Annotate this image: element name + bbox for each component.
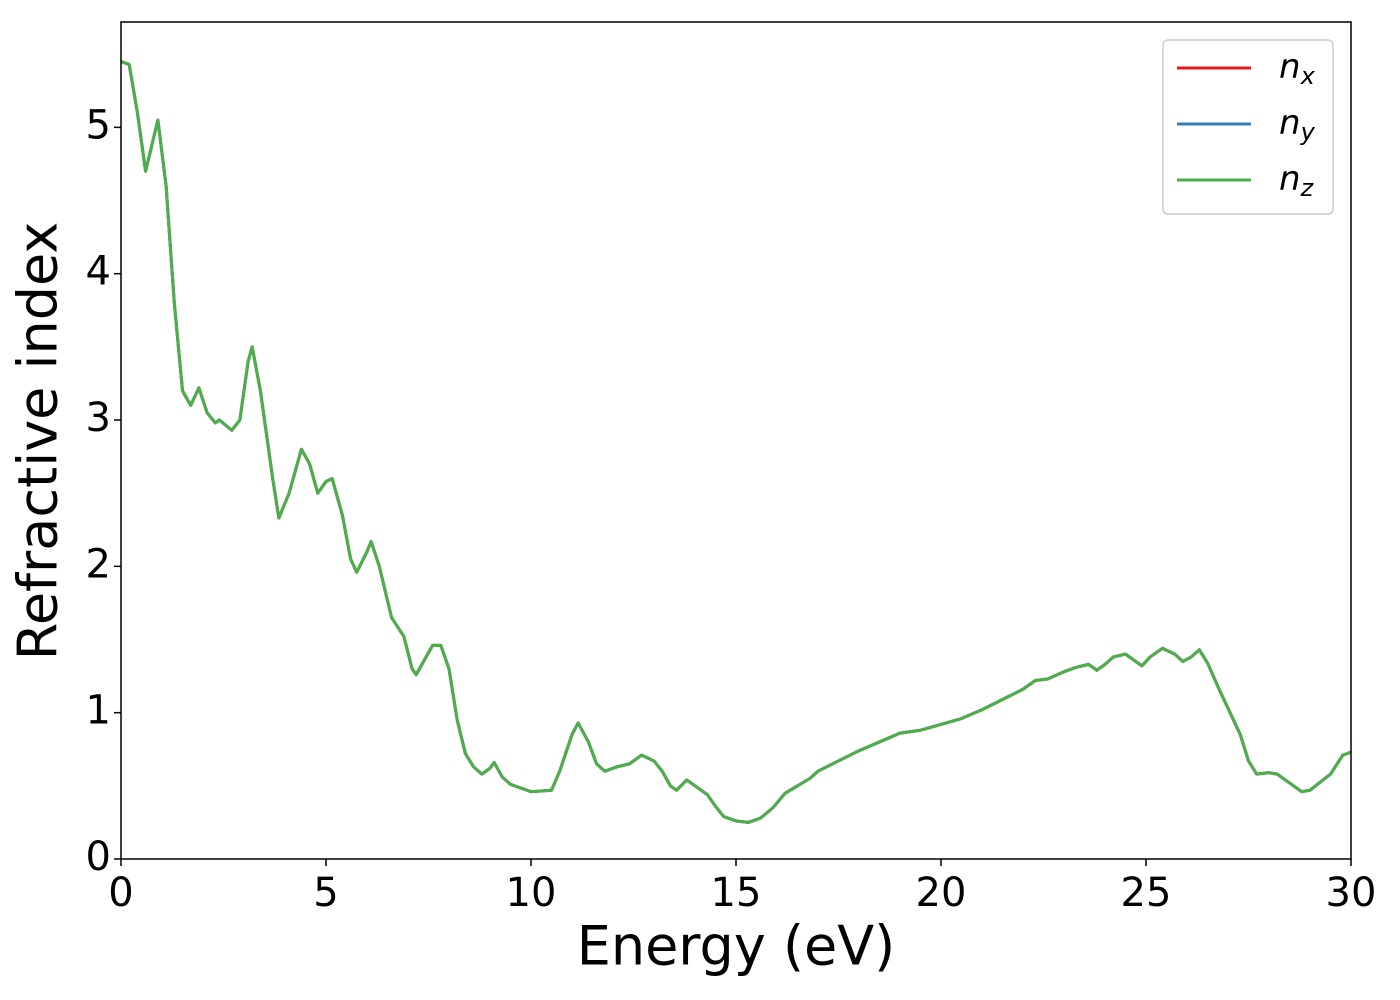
- plot-frame: [120, 21, 1352, 860]
- y-tick-label: 4: [86, 249, 111, 295]
- x-tick-label: 5: [313, 870, 338, 916]
- x-tick-label: 10: [506, 870, 557, 916]
- x-tick-label: 15: [711, 870, 762, 916]
- x-tick-label: 30: [1326, 870, 1377, 916]
- legend-label: ny: [1279, 103, 1316, 147]
- y-axis-label: Refractive index: [7, 222, 70, 661]
- legend-box: [1162, 39, 1334, 215]
- y-tick-label: 5: [86, 102, 111, 148]
- y-tick-label: 0: [86, 834, 111, 880]
- x-tick-label: 25: [1121, 870, 1172, 916]
- x-tick-label: 0: [108, 870, 133, 916]
- y-tick-label: 1: [86, 688, 111, 734]
- x-tick-label: 20: [916, 870, 967, 916]
- y-tick-label: 3: [86, 395, 111, 441]
- line-series: [121, 60, 1351, 824]
- legend-label: nx: [1279, 47, 1316, 91]
- x-axis-label: Energy (eV): [577, 915, 896, 978]
- legend-label: nz: [1279, 159, 1315, 203]
- y-tick-label: 2: [86, 541, 111, 587]
